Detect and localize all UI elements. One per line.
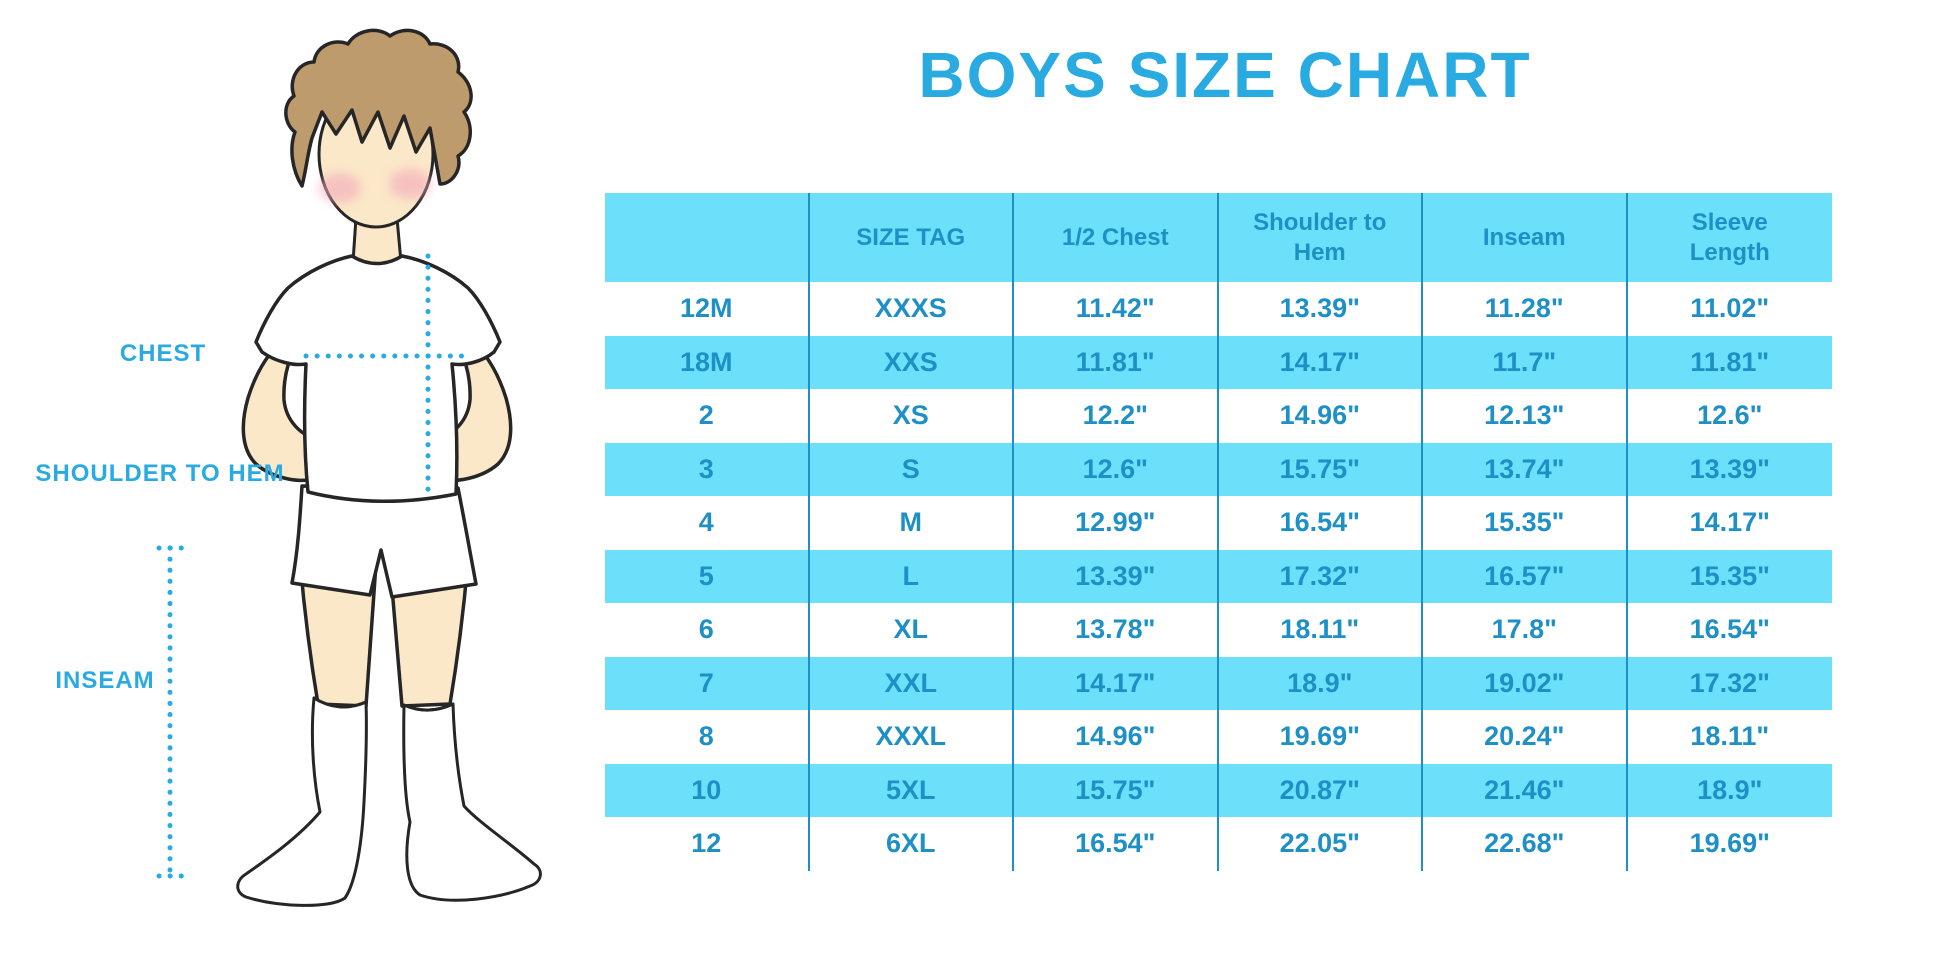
shorts (290, 484, 478, 599)
table-cell: 14.96" (1014, 710, 1219, 764)
table-cell: 17.8" (1423, 603, 1628, 657)
table-cell: 15.75" (1218, 442, 1423, 496)
table-cell: 22.05" (1219, 817, 1423, 871)
boy-illustration (156, 28, 542, 907)
hair (284, 28, 473, 188)
table-cell: XS (810, 389, 1014, 443)
table-cell: 16.54" (1689, 614, 1770, 645)
table-cell: 13.74" (1423, 442, 1628, 496)
table-cell: 14.96" (1219, 389, 1423, 443)
table-cell: 15.75" (1014, 763, 1219, 817)
table-cell: 14.17" (1218, 335, 1423, 389)
table-cell: 16.57" (1423, 549, 1628, 603)
table-cell: 18.11" (1690, 721, 1770, 752)
legs (298, 558, 470, 708)
table-cell: 20.87" (1218, 763, 1423, 817)
blush-cheeks (319, 169, 431, 203)
table-cell: 15.35" (1423, 496, 1628, 550)
table-cell: XXXL (810, 710, 1014, 764)
table-cell: 11.81" (1014, 335, 1219, 389)
table-cell: L (809, 549, 1014, 603)
column-header: 1/2 Chest (1014, 193, 1219, 282)
table-cell: 18.11" (1219, 603, 1423, 657)
row-label: 10 (605, 763, 810, 817)
table-cell: 16.54" (1219, 496, 1423, 550)
table-cell: 12.6" (1014, 442, 1219, 496)
page-title: BOYS SIZE CHART (918, 39, 1532, 111)
table-cell: 19.69" (1219, 710, 1423, 764)
table-cell: 13.39" (1627, 442, 1832, 496)
column-header: Shoulder to Hem (1218, 193, 1423, 282)
table-cell: 11.7" (1423, 335, 1628, 389)
row-label: 3 (605, 442, 810, 496)
table-cell: XXS (809, 335, 1014, 389)
table-cell: XXL (809, 656, 1014, 710)
socks (236, 696, 542, 907)
row-label: 6 (605, 603, 810, 657)
table-cell: 11.42" (1014, 282, 1219, 336)
column-header: Inseam (1423, 193, 1628, 282)
table-cell: 11.28" (1423, 282, 1628, 336)
table-cell: 14.17" (1014, 656, 1219, 710)
column-header (605, 193, 810, 282)
table-cell: 12.99" (1014, 496, 1219, 550)
t-shirt (254, 254, 502, 504)
table-cell: 19.69" (1689, 828, 1770, 859)
table-cell: 13.78" (1014, 603, 1219, 657)
table-cell: 13.39" (1219, 282, 1423, 336)
row-label: 5 (605, 549, 810, 603)
shoulder-to-hem-label: SHOULDER TO HEM (35, 460, 285, 487)
size-table: SIZE TAG 1/2 Chest Shoulder to Hem Inseam Sl… (605, 193, 1832, 871)
table-cell: 12.2" (1014, 389, 1219, 443)
chest-label: CHEST (119, 340, 207, 367)
column-header: SIZE TAG (809, 193, 1014, 282)
column-header: Sleeve Length (1627, 193, 1832, 282)
table-cell: 17.32" (1627, 656, 1832, 710)
row-label: 18M (605, 335, 810, 389)
table-cell: 13.39" (1014, 549, 1219, 603)
row-label: 12 (605, 817, 810, 871)
table-cell: 5XL (809, 763, 1014, 817)
table-cell: 16.54" (1014, 817, 1219, 871)
table-cell: 20.24" (1423, 710, 1628, 764)
table-cell: 18.9" (1627, 763, 1832, 817)
table-cell: XXXS (810, 282, 1014, 336)
table-cell: 19.02" (1423, 656, 1628, 710)
table-cell: XL (810, 603, 1014, 657)
row-label: 7 (605, 656, 810, 710)
table-cell: 11.81" (1627, 335, 1832, 389)
row-label: 12M (605, 282, 810, 336)
table-cell: 11.02" (1690, 293, 1770, 324)
table-cell: 17.32" (1218, 549, 1423, 603)
row-label: 8 (605, 710, 810, 764)
table-cell: 12.13" (1423, 389, 1628, 443)
table-cell: 22.68" (1423, 817, 1628, 871)
table-cell: S (809, 442, 1014, 496)
table-cell: 21.46" (1423, 763, 1628, 817)
inseam-label: INSEAM (55, 667, 155, 694)
table-cell: 15.35" (1627, 549, 1832, 603)
table-cell: 12.6" (1697, 400, 1763, 431)
table-cell: M (810, 496, 1014, 550)
row-label: 2 (605, 389, 810, 443)
table-cell: 18.9" (1218, 656, 1423, 710)
table-cell: 14.17" (1689, 507, 1770, 538)
row-label: 4 (605, 496, 810, 550)
measurement-lines (156, 253, 475, 879)
table-cell: 6XL (810, 817, 1014, 871)
